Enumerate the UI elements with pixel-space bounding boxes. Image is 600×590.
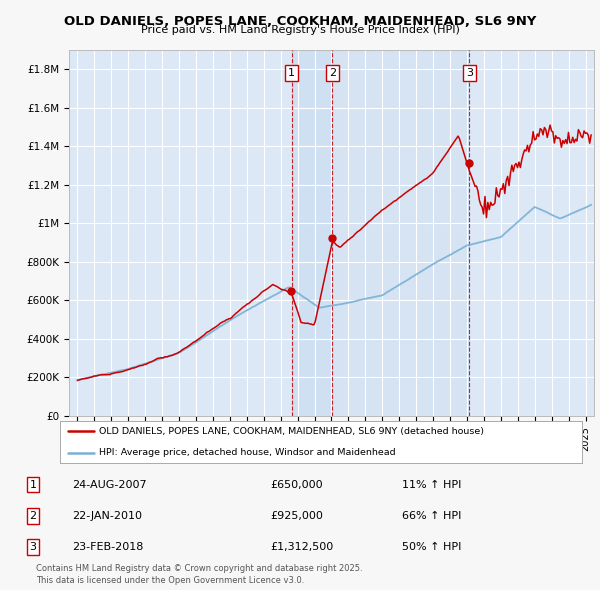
Text: 24-AUG-2007: 24-AUG-2007	[72, 480, 146, 490]
Text: 22-JAN-2010: 22-JAN-2010	[72, 511, 142, 521]
Text: 3: 3	[29, 542, 37, 552]
Text: HPI: Average price, detached house, Windsor and Maidenhead: HPI: Average price, detached house, Wind…	[99, 448, 396, 457]
Bar	[292, 50, 332, 416]
Text: 50% ↑ HPI: 50% ↑ HPI	[402, 542, 461, 552]
Text: 3: 3	[466, 68, 473, 78]
Text: 66% ↑ HPI: 66% ↑ HPI	[402, 511, 461, 521]
Text: 2: 2	[29, 511, 37, 521]
Text: £1,312,500: £1,312,500	[270, 542, 333, 552]
Text: Price paid vs. HM Land Registry's House Price Index (HPI): Price paid vs. HM Land Registry's House …	[140, 25, 460, 35]
Text: Contains HM Land Registry data © Crown copyright and database right 2025.
This d: Contains HM Land Registry data © Crown c…	[36, 565, 362, 585]
Text: OLD DANIELS, POPES LANE, COOKHAM, MAIDENHEAD, SL6 9NY: OLD DANIELS, POPES LANE, COOKHAM, MAIDEN…	[64, 15, 536, 28]
Text: 1: 1	[288, 68, 295, 78]
Text: £925,000: £925,000	[270, 511, 323, 521]
Text: 23-FEB-2018: 23-FEB-2018	[72, 542, 143, 552]
Bar	[332, 50, 469, 416]
Text: £650,000: £650,000	[270, 480, 323, 490]
Text: 11% ↑ HPI: 11% ↑ HPI	[402, 480, 461, 490]
Text: 2: 2	[329, 68, 336, 78]
Text: 1: 1	[29, 480, 37, 490]
Text: OLD DANIELS, POPES LANE, COOKHAM, MAIDENHEAD, SL6 9NY (detached house): OLD DANIELS, POPES LANE, COOKHAM, MAIDEN…	[99, 427, 484, 436]
